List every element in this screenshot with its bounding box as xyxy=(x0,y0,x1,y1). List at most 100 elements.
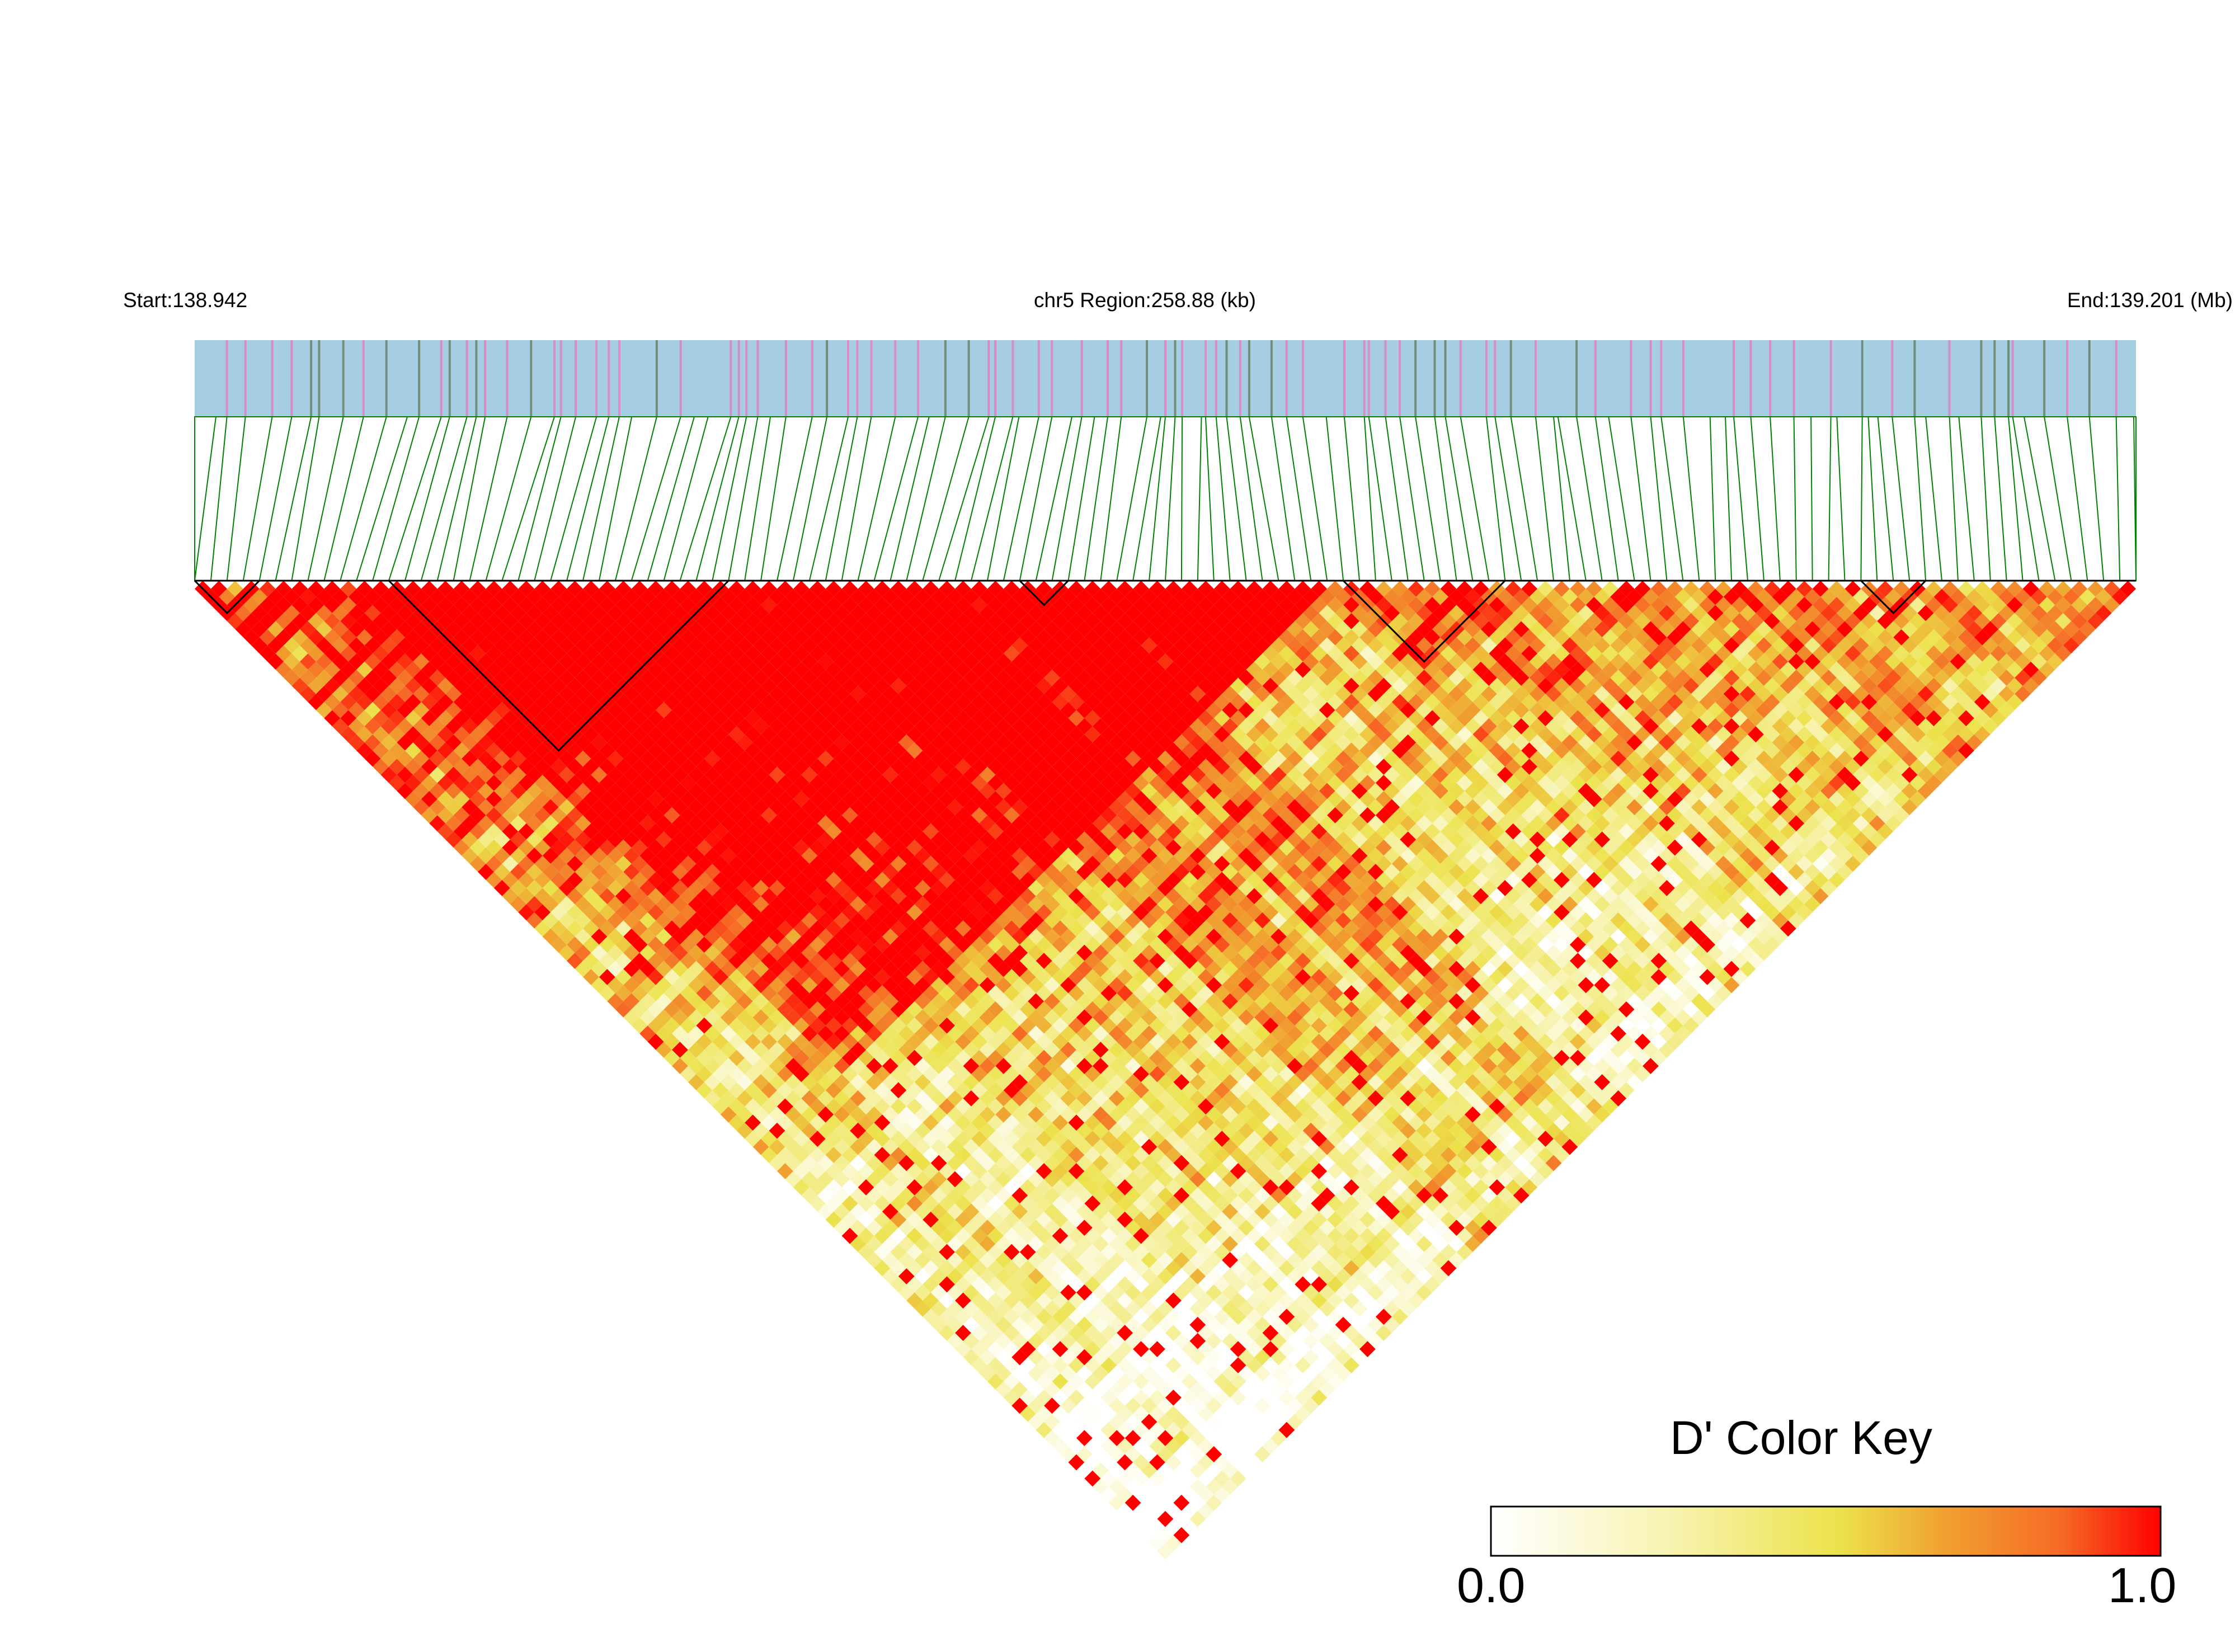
ld-cell xyxy=(1400,1268,1417,1284)
ld-cell xyxy=(736,1090,753,1107)
ld-cell xyxy=(947,1155,963,1171)
ld-cell xyxy=(510,864,526,880)
ld-cell xyxy=(1100,855,1117,872)
ld-cell xyxy=(1351,1074,1368,1090)
ld-cell xyxy=(1173,1074,1190,1090)
ld-cell xyxy=(914,1155,931,1171)
ld-cell xyxy=(939,953,956,969)
ld-cell xyxy=(858,1017,874,1034)
ld-cell xyxy=(1230,872,1246,888)
ld-cell xyxy=(348,734,365,751)
ld-cell xyxy=(1335,1009,1352,1026)
ld-cell xyxy=(1100,1163,1117,1179)
ld-cell xyxy=(1028,912,1044,929)
ld-cell xyxy=(947,864,963,880)
ld-cell xyxy=(542,605,559,622)
ld-cell xyxy=(550,807,567,823)
ld-cell xyxy=(825,1179,842,1196)
ld-cell xyxy=(1521,1131,1538,1147)
ld-cell xyxy=(745,1049,761,1066)
ld-cell xyxy=(1084,1195,1101,1212)
ld-cell xyxy=(1011,1058,1028,1074)
ld-cell xyxy=(736,750,753,767)
ld-cell xyxy=(1246,1033,1263,1050)
ld-cell xyxy=(1278,969,1295,985)
ld-cell xyxy=(979,589,996,605)
ld-cell xyxy=(995,1058,1012,1074)
ld-cell xyxy=(939,613,956,629)
ld-cell xyxy=(1157,1381,1174,1398)
ld-cell xyxy=(1100,969,1117,985)
ld-cell xyxy=(1117,1325,1133,1342)
ld-cell xyxy=(793,645,810,662)
ld-cell xyxy=(1375,1260,1392,1277)
ld-cell xyxy=(380,734,397,751)
ld-cell xyxy=(275,613,292,629)
ld-cell xyxy=(866,815,882,832)
ld-cell xyxy=(1068,936,1085,953)
ld-cell xyxy=(1327,1017,1344,1034)
ld-cell xyxy=(841,645,858,662)
snp-connector xyxy=(1248,416,1279,581)
ld-cell xyxy=(1472,1082,1489,1099)
ld-cell xyxy=(1036,1211,1052,1228)
ld-cell xyxy=(356,613,373,629)
ld-cell xyxy=(550,726,567,743)
ld-cell xyxy=(1222,1462,1239,1479)
ld-cell xyxy=(995,621,1012,638)
ld-cell xyxy=(955,742,971,759)
ld-cell xyxy=(1351,1349,1368,1366)
ld-cell xyxy=(478,766,494,783)
ld-cell xyxy=(1003,969,1020,985)
ld-cell xyxy=(1278,1098,1295,1115)
ld-cell xyxy=(1327,1227,1344,1244)
ld-cell xyxy=(914,1268,931,1284)
ld-cell xyxy=(591,799,608,816)
ld-cell xyxy=(591,864,608,880)
ld-cell xyxy=(963,1284,980,1301)
ld-cell xyxy=(583,596,599,613)
ld-cell xyxy=(1028,766,1044,783)
ld-cell xyxy=(308,629,324,646)
ld-cell xyxy=(1076,1058,1093,1074)
ld-cell xyxy=(1254,879,1271,896)
ld-cell xyxy=(1335,961,1352,977)
ld-cell xyxy=(882,977,898,994)
ld-cell xyxy=(1302,961,1319,977)
ld-cell xyxy=(688,799,704,816)
ld-cell xyxy=(1133,1470,1150,1487)
ld-cell xyxy=(1181,775,1198,791)
ld-cell xyxy=(1149,888,1165,905)
ld-cell xyxy=(834,1138,850,1155)
ld-cell xyxy=(1197,1438,1214,1455)
ld-cell xyxy=(421,694,437,710)
ld-cell xyxy=(1375,1001,1392,1018)
ld-cell xyxy=(421,759,437,775)
ld-cell xyxy=(906,1131,923,1147)
ld-cell xyxy=(558,589,575,605)
ld-cell xyxy=(1052,807,1069,823)
ld-cell xyxy=(1440,1066,1457,1082)
ld-cell xyxy=(1181,1147,1198,1163)
ld-cell xyxy=(1197,888,1214,905)
ld-cell xyxy=(1295,985,1311,1001)
ld-cell xyxy=(534,645,551,662)
ld-cell xyxy=(1052,1357,1069,1373)
ld-cell xyxy=(1327,1341,1344,1357)
ld-cell xyxy=(769,879,785,896)
ld-cell xyxy=(1157,1478,1174,1495)
ld-cell xyxy=(1278,1260,1295,1277)
ld-cell xyxy=(1197,936,1214,953)
ld-cell xyxy=(1189,1494,1206,1511)
ld-cell xyxy=(930,1236,947,1253)
ld-cell xyxy=(1173,977,1190,994)
ld-cell xyxy=(623,977,640,994)
ld-cell xyxy=(550,596,567,613)
ld-cell xyxy=(567,807,583,823)
ld-cell xyxy=(1400,1252,1417,1268)
ld-cell xyxy=(834,912,850,929)
ld-cell xyxy=(696,1066,713,1082)
ld-cell xyxy=(1149,1211,1165,1228)
ld-cell xyxy=(542,589,559,605)
ld-cell xyxy=(647,839,664,856)
